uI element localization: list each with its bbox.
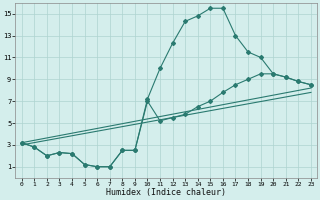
X-axis label: Humidex (Indice chaleur): Humidex (Indice chaleur) — [106, 188, 226, 197]
